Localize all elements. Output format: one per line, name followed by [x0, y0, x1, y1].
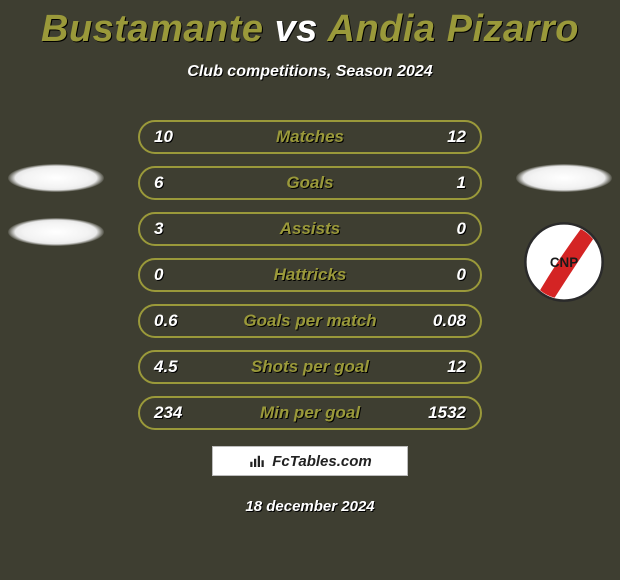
player2-club-badge-2: CNP: [522, 220, 606, 304]
stat-value-left: 234: [154, 403, 182, 423]
stat-value-right: 0: [457, 219, 466, 239]
stat-value-left: 10: [154, 127, 173, 147]
stat-label: Assists: [280, 219, 340, 239]
svg-text:CNP: CNP: [550, 255, 578, 270]
stat-value-left: 0: [154, 265, 163, 285]
placeholder-ellipse-icon: [516, 164, 612, 192]
stat-row: 10 Matches 12: [138, 120, 482, 154]
player1-name: Bustamante: [41, 8, 264, 50]
stat-value-left: 3: [154, 219, 163, 239]
stat-label: Shots per goal: [251, 357, 369, 377]
player2-club-badge-1: [522, 136, 606, 220]
stat-value-right: 1532: [428, 403, 466, 423]
placeholder-ellipse-icon: [8, 218, 104, 246]
stat-value-right: 1: [457, 173, 466, 193]
subtitle: Club competitions, Season 2024: [0, 63, 620, 81]
club-crest-icon: CNP: [522, 220, 606, 304]
stat-label: Min per goal: [260, 403, 360, 423]
stats-table: 10 Matches 12 6 Goals 1 3 Assists 0 0 Ha…: [138, 120, 482, 442]
stat-value-left: 6: [154, 173, 163, 193]
stat-value-left: 4.5: [154, 357, 178, 377]
stat-row: 4.5 Shots per goal 12: [138, 350, 482, 384]
watermark-badge: FcTables.com: [212, 446, 408, 476]
stat-value-right: 12: [447, 127, 466, 147]
stat-label: Matches: [276, 127, 344, 147]
vs-separator: vs: [275, 8, 318, 50]
stat-label: Hattricks: [274, 265, 347, 285]
stat-row: 234 Min per goal 1532: [138, 396, 482, 430]
stat-row: 0 Hattricks 0: [138, 258, 482, 292]
placeholder-ellipse-icon: [8, 164, 104, 192]
comparison-title: Bustamante vs Andia Pizarro: [0, 0, 620, 51]
stat-row: 0.6 Goals per match 0.08: [138, 304, 482, 338]
stat-row: 3 Assists 0: [138, 212, 482, 246]
stat-value-right: 0.08: [433, 311, 466, 331]
stat-label: Goals per match: [243, 311, 376, 331]
watermark-text: FcTables.com: [272, 453, 371, 470]
bar-chart-icon: [248, 452, 266, 470]
stat-value-left: 0.6: [154, 311, 178, 331]
stat-row: 6 Goals 1: [138, 166, 482, 200]
player2-name: Andia Pizarro: [328, 8, 579, 50]
date-text: 18 december 2024: [245, 498, 374, 515]
player1-club-badge-2: [14, 190, 98, 274]
stat-label: Goals: [286, 173, 333, 193]
stat-value-right: 0: [457, 265, 466, 285]
stat-value-right: 12: [447, 357, 466, 377]
